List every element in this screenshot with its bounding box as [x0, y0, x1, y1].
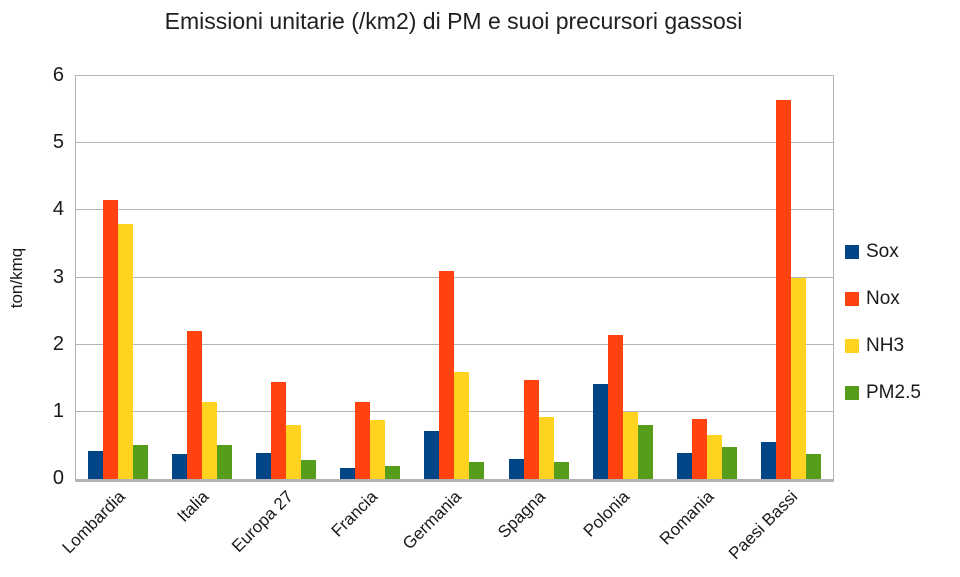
legend-item-sox: Sox [845, 241, 899, 263]
legend-swatch-nh3 [845, 339, 859, 353]
bar-nox-italia [187, 331, 203, 479]
bar-sox-francia [340, 468, 356, 479]
bar-nh3-germania [454, 371, 470, 479]
x-label-spagna: Spagna [494, 487, 550, 542]
bar-sox-paesi-bassi [760, 442, 776, 479]
bar-nh3-romania [706, 434, 722, 479]
bar-groups [76, 76, 833, 479]
x-label-italia: Italia [173, 487, 213, 526]
bar-pm25-polonia [637, 424, 653, 479]
bar-sox-spagna [508, 458, 524, 479]
gridline-y-5 [76, 142, 833, 144]
legend-swatch-sox [845, 245, 859, 259]
x-label-francia: Francia [327, 487, 381, 541]
bar-nh3-italia [202, 401, 218, 479]
gridline-y-4 [76, 209, 833, 211]
y-tick-5: 5 [52, 131, 64, 154]
bar-nh3-lombardia [118, 223, 134, 479]
plot-area [75, 75, 834, 482]
legend-swatch-nox [845, 292, 859, 306]
bar-nh3-spagna [538, 417, 554, 479]
bar-nh3-europa-27 [286, 424, 302, 479]
legend-label-pm25: PM2.5 [866, 382, 921, 403]
bar-pm25-francia [385, 466, 401, 479]
bar-group-francia [328, 76, 412, 479]
bar-group-polonia [581, 76, 665, 479]
y-tick-1: 1 [52, 399, 64, 422]
x-label-polonia: Polonia [579, 487, 634, 541]
bar-group-europa-27 [244, 76, 328, 479]
bar-pm25-italia [217, 445, 233, 479]
gridline-y-3 [76, 276, 833, 278]
bar-pm25-europa-27 [301, 459, 317, 479]
bar-group-italia [160, 76, 244, 479]
bar-sox-polonia [592, 383, 608, 479]
bar-nox-europa-27 [271, 381, 287, 479]
y-tick-4: 4 [52, 198, 64, 221]
bar-nox-francia [355, 401, 371, 479]
bar-nox-paesi-bassi [775, 99, 791, 479]
bar-sox-romania [676, 453, 692, 479]
legend-swatch-pm25 [845, 386, 859, 400]
gridline-y-2 [76, 343, 833, 345]
y-tick-3: 3 [52, 265, 64, 288]
bar-nox-germania [439, 270, 455, 479]
bar-group-paesi-bassi [749, 76, 833, 479]
y-tick-2: 2 [52, 332, 64, 355]
chart-title: Emissioni unitarie (/km2) di PM e suoi p… [164, 8, 743, 34]
legend-label-nox: Nox [866, 288, 900, 309]
bar-pm25-lombardia [133, 444, 149, 479]
bar-group-spagna [497, 76, 581, 479]
bar-nh3-polonia [622, 411, 638, 479]
x-label-romania: Romania [655, 487, 718, 549]
x-label-germania: Germania [398, 487, 465, 554]
bar-group-romania [665, 76, 749, 479]
bar-nox-polonia [607, 334, 623, 479]
bar-pm25-spagna [553, 461, 569, 479]
x-label-paesi-bassi: Paesi Bassi [725, 487, 802, 564]
legend-label-nh3: NH3 [866, 335, 905, 356]
bar-nh3-paesi-bassi [790, 277, 806, 479]
bar-sox-europa-27 [256, 453, 272, 479]
legend-item-nox: Nox [845, 288, 900, 310]
bar-pm25-germania [469, 462, 485, 479]
legend-item-nh3: NH3 [845, 335, 904, 357]
x-label-europa-27: Europa 27 [227, 487, 297, 556]
bar-pm25-paesi-bassi [805, 454, 821, 479]
y-tick-0: 0 [52, 467, 64, 489]
bar-nox-lombardia [103, 200, 119, 479]
bar-pm25-romania [721, 447, 737, 479]
bar-sox-lombardia [88, 450, 104, 479]
legend-label-sox: Sox [866, 241, 899, 262]
bar-sox-germania [424, 430, 440, 479]
bar-nh3-francia [370, 419, 386, 479]
bar-nox-romania [691, 418, 707, 479]
bar-nox-spagna [523, 380, 539, 479]
legend-item-pm25: PM2.5 [845, 382, 921, 404]
x-label-lombardia: Lombardia [58, 487, 129, 558]
bar-sox-italia [172, 454, 188, 479]
bar-group-lombardia [76, 76, 160, 479]
bar-group-germania [412, 76, 496, 479]
y-tick-6: 6 [52, 64, 64, 86]
